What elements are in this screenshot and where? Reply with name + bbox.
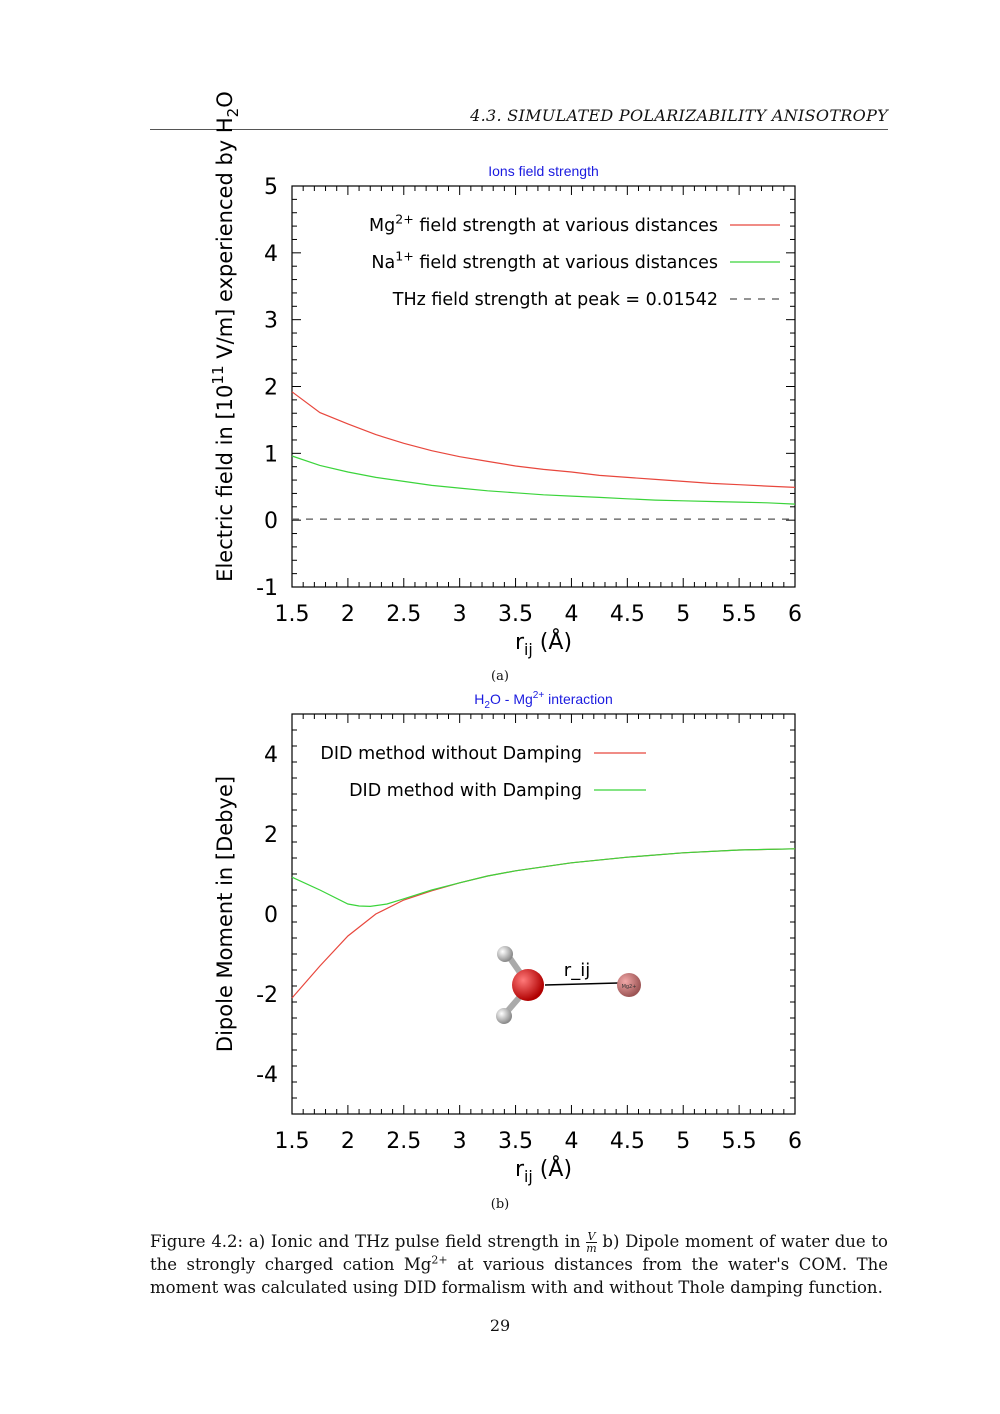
- series-group: [291, 391, 796, 520]
- x-tick-label: 3: [453, 1129, 467, 1154]
- legend-label: DID method without Damping: [320, 744, 582, 764]
- x-tick-label: 5: [676, 1129, 690, 1154]
- series-line-1: [291, 848, 796, 999]
- x-tick-label: 3.5: [498, 1129, 533, 1154]
- x-tick-label: 4: [564, 602, 578, 627]
- running-head: 4.3. SIMULATED POLARIZABILITY ANISOTROPY: [470, 106, 888, 125]
- y-tick-label: 0: [264, 509, 278, 534]
- x-tick-label: 4: [564, 1129, 578, 1154]
- x-tick-label: 5.5: [722, 602, 757, 627]
- chart-dipole-moment: H2O - Mg2+ interaction 1.5 2 2.5 3 3.5 4 4.5 5 5.…: [213, 690, 802, 1186]
- y-tick-label: 2: [264, 823, 278, 848]
- x-tick-label: 6: [788, 602, 802, 627]
- series-line-1: [291, 391, 796, 488]
- x-tick-label: 6: [788, 1129, 802, 1154]
- oxygen-atom: [512, 969, 544, 1001]
- header-rule: [150, 129, 888, 130]
- caption-text-1: Figure 4.2: a) Ionic and THz pulse field…: [150, 1232, 581, 1251]
- y-tick-label: 5: [264, 175, 278, 200]
- y-axis-label: Electric field in [1011 V/m] experienced…: [209, 91, 242, 582]
- molecule-inset: r_ij Mg2+: [496, 946, 641, 1024]
- y-tick-label: -1: [256, 576, 278, 601]
- y-tick-label: -2: [256, 983, 278, 1008]
- page-number: 29: [489, 1316, 511, 1335]
- subfigure-label-a: (a): [491, 669, 509, 684]
- plot-frame: [291, 185, 796, 588]
- x-tick-label: 3.5: [498, 602, 533, 627]
- x-tick-label: 4.5: [610, 602, 645, 627]
- y-tick-label: 0: [264, 903, 278, 928]
- legend-label: Na1+ field strength at various distances: [371, 249, 718, 273]
- y-tick-label: 3: [264, 309, 278, 334]
- y-tick-label: -4: [256, 1063, 278, 1088]
- x-axis-label: rij (Å): [515, 1155, 572, 1186]
- caption-text-3: at various distances from the water's CO…: [150, 1255, 888, 1297]
- legend-label: THz field strength at peak = 0.01542: [392, 290, 718, 310]
- x-tick-label: 1.5: [275, 1129, 310, 1154]
- distance-line: [544, 982, 619, 986]
- legend-label: DID method with Damping: [349, 781, 582, 801]
- x-tick-label: 2: [341, 602, 355, 627]
- y-tick-label: 2: [264, 376, 278, 401]
- chart-ion-field-strength: Ions field strength 1.5 2 2.5 3 3.5 4 4.5 5 5.5 6 -…: [209, 91, 802, 659]
- y-axis-label: Dipole Moment in [Debye]: [213, 776, 237, 1052]
- hydrogen-atom-bottom: [496, 1008, 512, 1024]
- x-tick-label: 4.5: [610, 1129, 645, 1154]
- x-tick-label: 2: [341, 1129, 355, 1154]
- distance-label: r_ij: [564, 960, 590, 981]
- chart-title: H2O - Mg2+ interaction: [474, 690, 613, 711]
- subfigure-label-b: (b): [490, 1197, 510, 1212]
- y-tick-label: 4: [264, 242, 278, 267]
- caption-superscript: 2+: [431, 1253, 448, 1267]
- x-tick-label: 1.5: [275, 602, 310, 627]
- y-tick-label: 1: [264, 442, 278, 467]
- series-group: [291, 848, 796, 999]
- x-tick-label: 5: [676, 602, 690, 627]
- fraction-numerator: V: [586, 1230, 597, 1243]
- figure-caption: Figure 4.2: a) Ionic and THz pulse field…: [150, 1231, 888, 1299]
- x-axis-label: rij (Å): [515, 628, 572, 659]
- x-tick-label: 3: [453, 602, 467, 627]
- series-line-2: [291, 455, 796, 505]
- legend-label: Mg2+ field strength at various distances: [369, 212, 718, 236]
- series-line-2: [291, 848, 796, 908]
- y-tick-label: 4: [264, 743, 278, 768]
- x-tick-label: 2.5: [386, 1129, 421, 1154]
- plot-frame: [291, 713, 796, 1115]
- fraction-denominator: m: [586, 1242, 597, 1255]
- x-tick-label: 2.5: [386, 602, 421, 627]
- ion-label: Mg2+: [622, 984, 637, 990]
- x-tick-label: 5.5: [722, 1129, 757, 1154]
- caption-text-2: b) Dipole moment of water due to the str…: [150, 1232, 888, 1274]
- chart-title: Ions field strength: [488, 163, 599, 179]
- hydrogen-atom-top: [497, 946, 513, 962]
- magnesium-ion: [617, 973, 641, 997]
